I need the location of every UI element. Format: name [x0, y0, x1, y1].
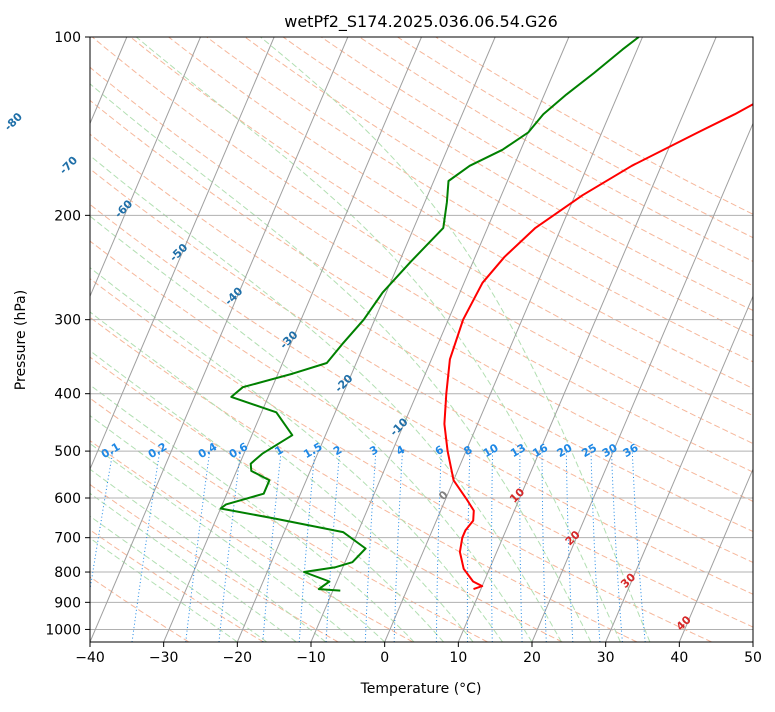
x-tick-label: 10	[449, 650, 467, 666]
y-tick-label: 300	[54, 313, 81, 329]
y-tick-label: 100	[54, 30, 81, 46]
x-tick-label: −30	[149, 650, 179, 666]
x-tick-label: 20	[523, 650, 541, 666]
y-tick-label: 700	[54, 531, 81, 547]
y-tick-label: 500	[54, 444, 81, 460]
x-tick-label: −10	[296, 650, 326, 666]
x-tick-label: 30	[597, 650, 615, 666]
x-tick-label: 40	[670, 650, 688, 666]
y-tick-label: 200	[54, 208, 81, 224]
y-tick-label: 600	[54, 491, 81, 507]
x-tick-label: −20	[223, 650, 253, 666]
x-tick-label: 0	[380, 650, 389, 666]
y-tick-label: 800	[54, 565, 81, 581]
y-tick-label: 400	[54, 387, 81, 403]
x-tick-label: 50	[744, 650, 762, 666]
y-axis-label: Pressure (hPa)	[13, 290, 29, 390]
x-tick-label: −40	[75, 650, 105, 666]
y-tick-label: 900	[54, 595, 81, 611]
x-axis-label: Temperature (°C)	[360, 681, 482, 697]
chart-title: wetPf2_S174.2025.036.06.54.G26	[284, 12, 558, 32]
y-tick-label: 1000	[45, 622, 81, 638]
